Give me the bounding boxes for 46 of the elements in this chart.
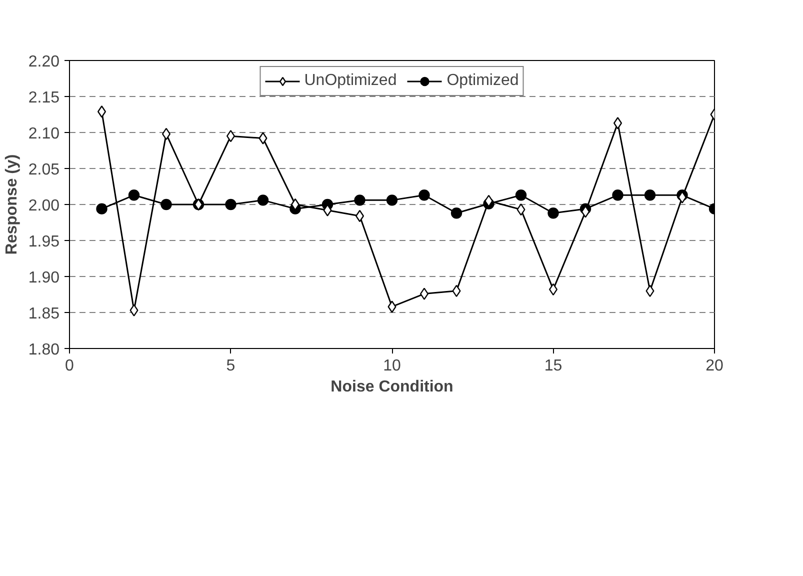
point [420,288,429,300]
y-tick-label: 1.85 [28,306,60,322]
point [355,210,364,222]
y-tick-label: 2.15 [28,90,60,106]
point [258,132,268,144]
point [644,190,656,201]
point [548,208,559,219]
legend-label: UnOptimized [304,72,397,90]
point [257,194,269,206]
point [515,190,527,201]
point [96,203,108,214]
y-axis-title: Response (y) [3,154,20,255]
point [225,198,236,210]
point [226,130,236,142]
legend-label: Optimized [446,72,519,90]
point [128,190,140,201]
point [130,304,138,316]
x-tick-label: 5 [226,358,236,374]
point [418,190,430,201]
point [484,194,494,207]
point [581,206,590,218]
point [678,191,687,204]
point [646,284,654,297]
point [388,300,396,313]
point [160,198,172,210]
y-tick-label: 1.90 [28,270,60,286]
x-tick-label: 10 [383,358,401,374]
x-axis-title: Noise Condition [330,378,454,396]
point [386,194,398,206]
y-tick-label: 1.95 [28,234,60,250]
point [162,128,171,140]
point [452,284,461,297]
x-tick-label: 20 [706,358,724,374]
point [97,106,106,118]
y-tick-label: 2.10 [28,126,60,142]
y-tick-label: 2.20 [28,54,60,70]
y-tick-label: 1.80 [28,342,60,358]
y-tick-label: 2.05 [28,162,60,178]
point [354,194,366,206]
point [613,117,622,130]
point [548,283,558,296]
point [612,190,624,201]
x-tick-label: 0 [65,358,74,374]
y-tick-label: 2.00 [28,198,60,214]
x-tick-label: 15 [544,358,562,374]
point [450,208,462,219]
